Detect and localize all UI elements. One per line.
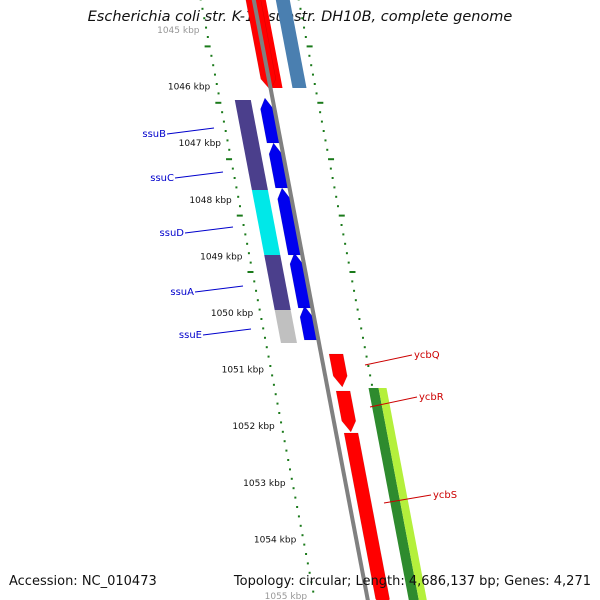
gene-leader-line <box>202 328 252 336</box>
gene-leader-line <box>194 285 244 293</box>
gene-leader-line <box>166 127 215 135</box>
cog-bar <box>264 255 291 310</box>
tick-label: 1052 kbp <box>232 422 275 432</box>
cog-bar <box>274 310 297 343</box>
accession-label: Accession: NC_010473 <box>9 574 157 589</box>
tick-label: 1048 kbp <box>189 196 232 206</box>
cog-feature-bars <box>234 0 427 600</box>
tick-label: 1047 kbp <box>179 139 222 149</box>
gene-leader-line <box>364 354 413 366</box>
gene-label-ssuc[interactable]: ssuC <box>150 173 174 184</box>
tick-label: 1050 kbp <box>211 309 254 319</box>
cog-bar <box>378 388 427 600</box>
gene-label-ycbr[interactable]: ycbR <box>419 392 444 403</box>
cds-arrow[interactable] <box>343 432 390 600</box>
tick-label: 1051 kbp <box>222 366 265 376</box>
gene-leader-line <box>383 494 432 504</box>
gene-label-ycbs[interactable]: ycbS <box>433 490 457 501</box>
gene-label-ssub[interactable]: ssuB <box>142 129 166 140</box>
tick-label: 1055 kbp <box>265 592 308 600</box>
tick-label: 1046 kbp <box>168 83 211 93</box>
tick-label: 1045 kbp <box>157 26 200 36</box>
cog-bar <box>234 100 268 190</box>
cds-arrow[interactable] <box>299 305 318 341</box>
backbone-line <box>251 0 370 600</box>
tick-label: 1053 kbp <box>243 479 286 489</box>
gene-label-ycbq[interactable]: ycbQ <box>414 350 440 361</box>
topology-label: Topology: circular; Length: 4,686,137 bp… <box>233 574 591 589</box>
gene-labels: ssuB ssuC ssuD ssuA ssuE ycbQ ycbR ycbS <box>142 127 457 504</box>
gene-label-ssud[interactable]: ssuD <box>160 228 185 239</box>
tick-label: 1049 kbp <box>200 252 243 262</box>
map-title: Escherichia coli str. K-12 substr. DH10B… <box>87 9 513 25</box>
cds-arrow[interactable] <box>335 390 357 433</box>
tick-label: 1054 kbp <box>254 535 297 545</box>
gene-label-ssue[interactable]: ssuE <box>179 330 202 341</box>
cog-bar <box>251 190 281 255</box>
genome-backbone <box>251 0 370 600</box>
gene-leader-line <box>184 226 234 234</box>
inner-tick-marks <box>199 0 315 593</box>
cog-bar <box>275 0 307 88</box>
gene-label-ssua[interactable]: ssuA <box>170 287 194 298</box>
cds-arrows <box>245 0 390 600</box>
gene-leader-line <box>174 171 224 179</box>
cds-arrow[interactable] <box>328 353 348 388</box>
tick-labels: 1045 kbp 1046 kbp 1047 kbp 1048 kbp 1049 kbp… <box>157 26 307 600</box>
cog-bar <box>368 388 419 600</box>
gene-leader-line <box>369 396 418 408</box>
